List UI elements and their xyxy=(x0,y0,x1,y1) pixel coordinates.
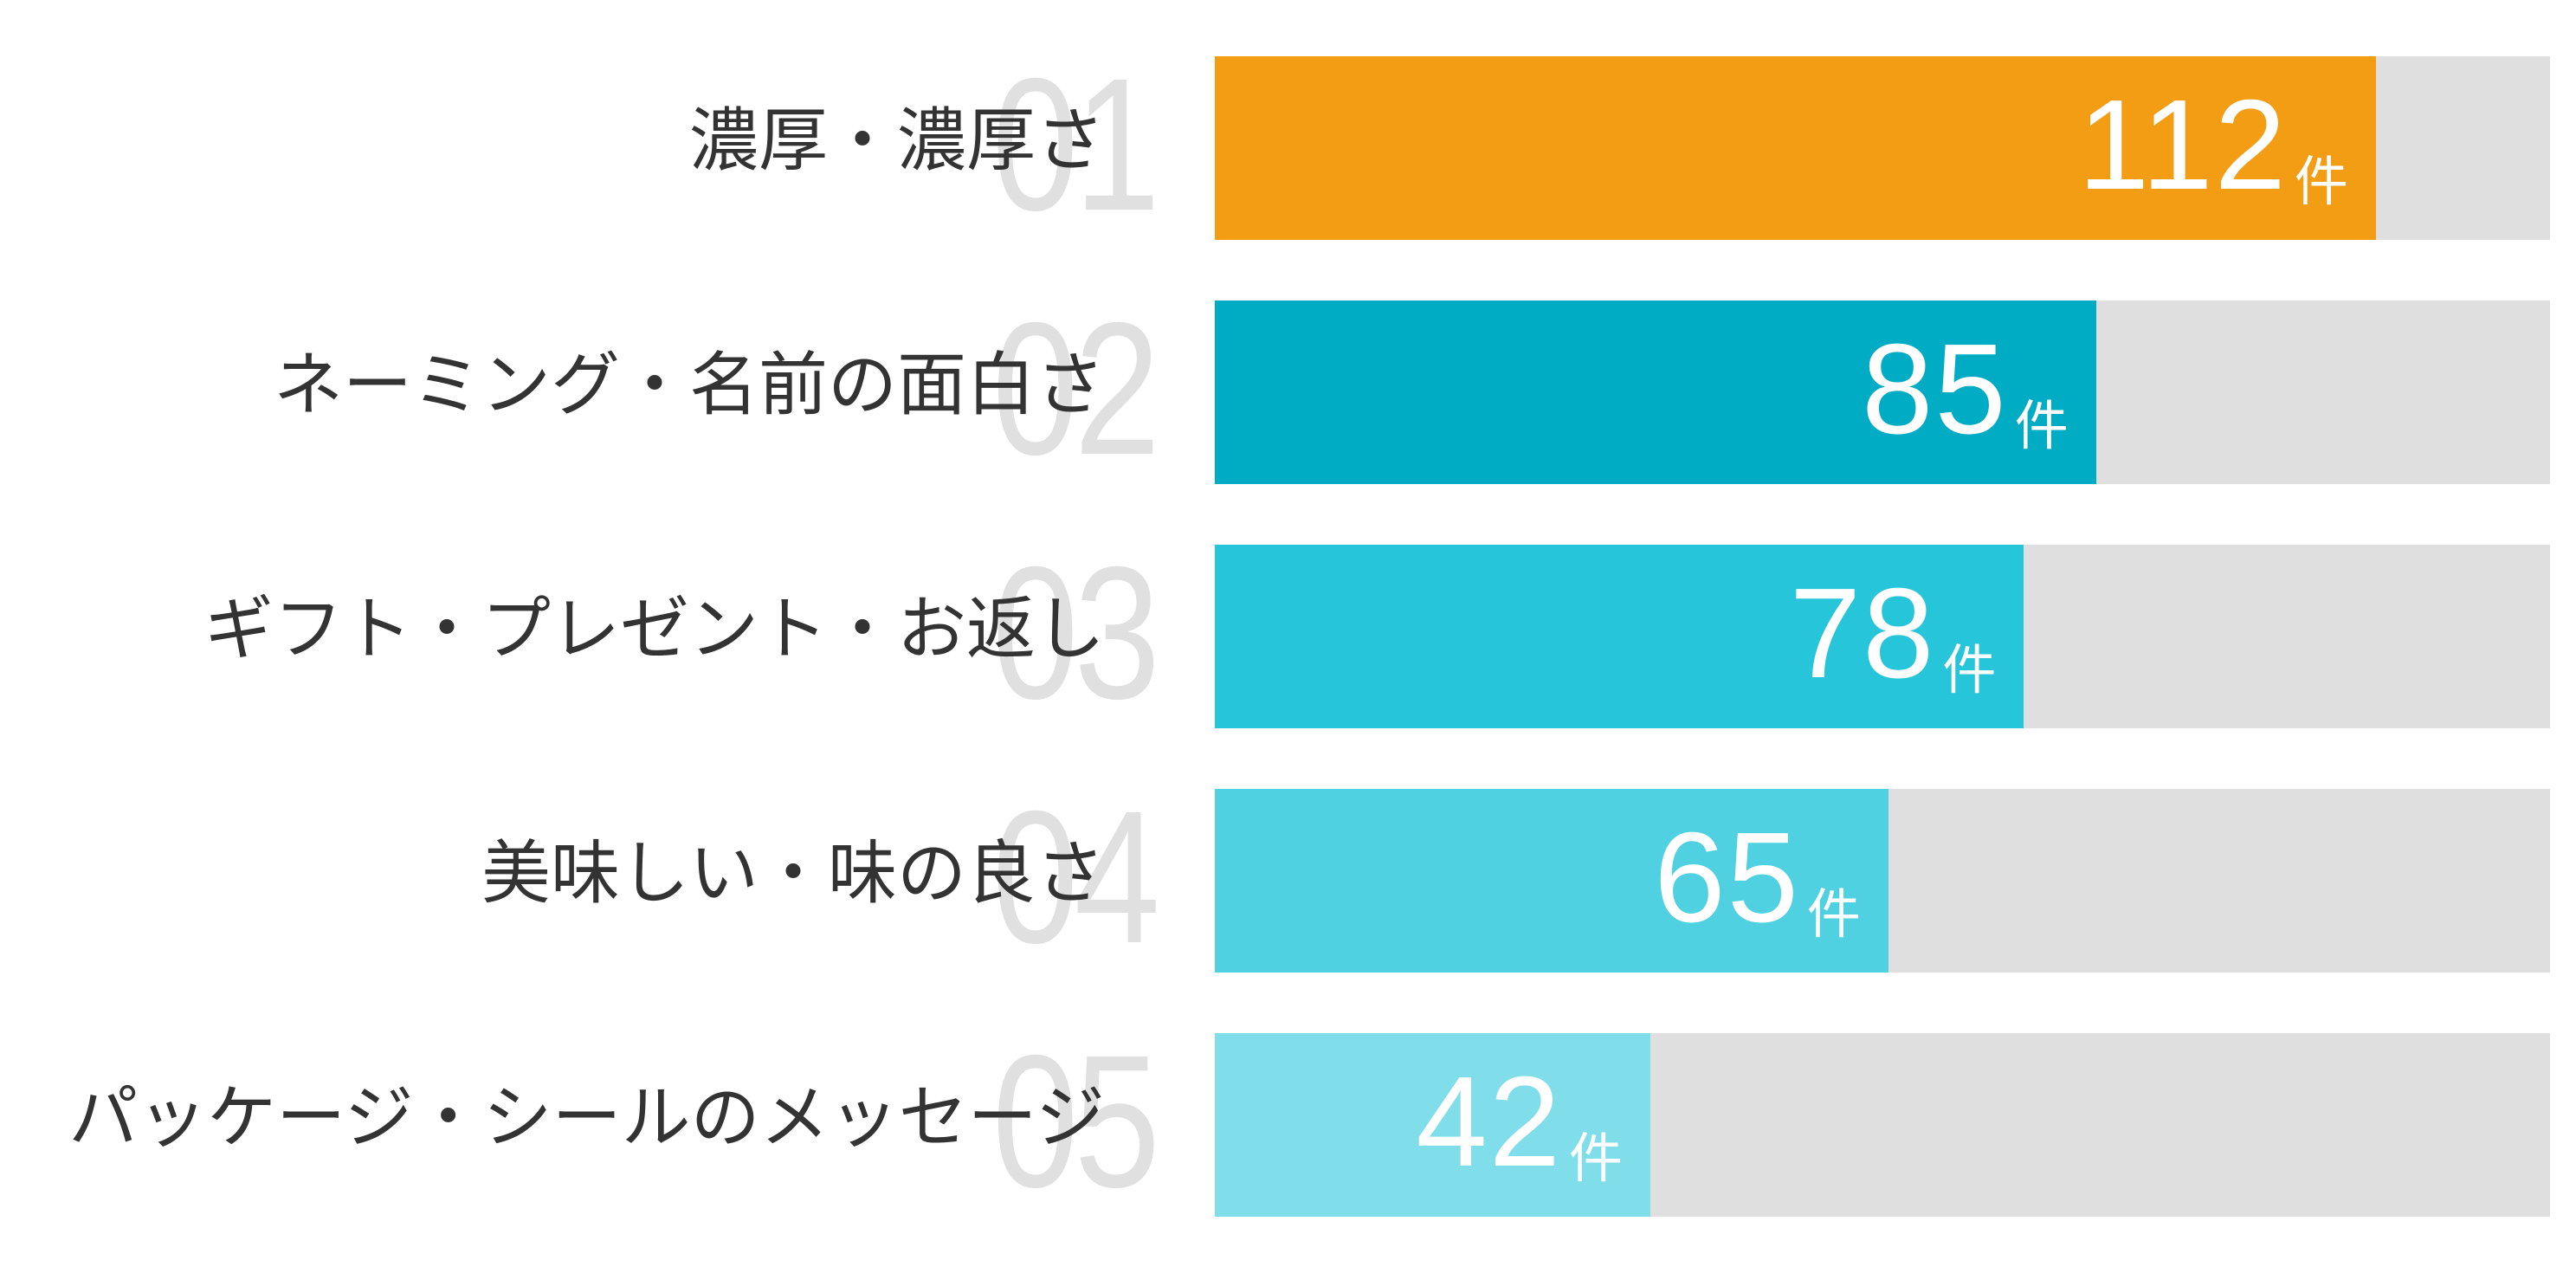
bar-track: 78 件 xyxy=(1215,545,2550,728)
chart-row-2: 02 ネーミング・名前の面白さ 85 件 xyxy=(0,284,2576,494)
category-label: ネーミング・名前の面白さ xyxy=(274,345,1105,425)
chart-row-1: 01 濃厚・濃厚さ 112 件 xyxy=(0,40,2576,250)
bar-track: 65 件 xyxy=(1215,789,2550,973)
chart-row-5: 05 パッケージ・シールのメッセージ 42 件 xyxy=(0,1017,2576,1227)
bar-value: 85 xyxy=(1862,318,2008,461)
bar-track: 85 件 xyxy=(1215,300,2550,484)
bar-track: 112 件 xyxy=(1215,56,2550,240)
category-label: ギフト・プレゼント・お返し xyxy=(204,589,1105,669)
bar-fill: 42 件 xyxy=(1215,1033,1650,1217)
rank-number: 02 xyxy=(992,284,1160,494)
bar-unit: 件 xyxy=(2294,150,2348,213)
category-label: 美味しい・味の良さ xyxy=(481,833,1105,914)
bar-track: 42 件 xyxy=(1215,1033,2550,1217)
chart-row-4: 04 美味しい・味の良さ 65 件 xyxy=(0,772,2576,983)
rank-number: 05 xyxy=(992,1017,1160,1227)
bar-value: 42 xyxy=(1416,1050,1562,1193)
bar-unit: 件 xyxy=(1806,882,1861,946)
rank-number: 01 xyxy=(992,40,1160,250)
category-label: パッケージ・シールのメッセージ xyxy=(68,1077,1105,1158)
bar-fill: 65 件 xyxy=(1215,789,1888,973)
bar-unit: 件 xyxy=(2014,394,2069,457)
rank-number: 04 xyxy=(992,772,1160,983)
bar-unit: 件 xyxy=(1942,638,1997,701)
bar-fill: 78 件 xyxy=(1215,545,2024,728)
chart-row-3: 03 ギフト・プレゼント・お返し 78 件 xyxy=(0,528,2576,739)
rank-number: 03 xyxy=(992,528,1160,739)
bar-unit: 件 xyxy=(1568,1127,1623,1190)
bar-fill: 85 件 xyxy=(1215,300,2096,484)
bar-value: 78 xyxy=(1789,562,1936,705)
category-label: 濃厚・濃厚さ xyxy=(689,100,1105,181)
bar-value: 112 xyxy=(2077,74,2288,216)
bar-value: 65 xyxy=(1654,806,1800,949)
bar-fill: 112 件 xyxy=(1215,56,2376,240)
